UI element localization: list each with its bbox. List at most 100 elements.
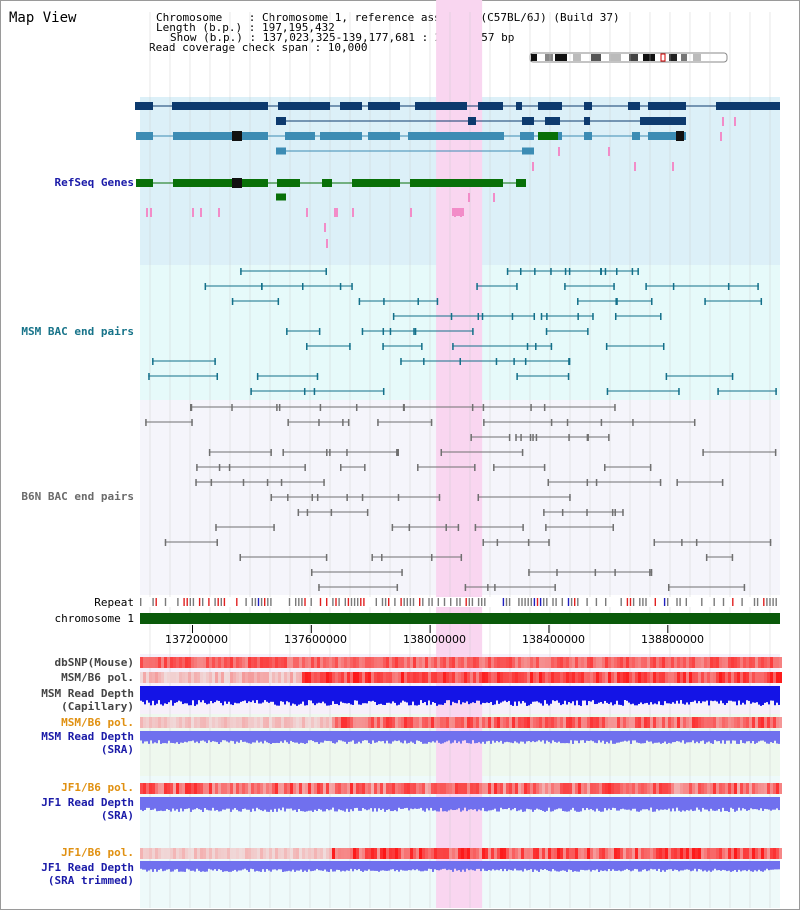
msm-depth-sra-bar [258,731,260,743]
jf1-pol2-cell [740,848,743,859]
jf1-depth-trim-bar [632,861,634,871]
repeat-mark [642,598,644,606]
b6n-bac-pair-end [614,569,616,576]
jf1-pol2-cell [296,848,299,859]
msm-pol-cell [356,672,359,683]
jf1-depth-sra-bar [778,797,780,811]
jf1-depth-trim-bar [504,861,506,869]
msm-pol2-cell [641,717,644,728]
dbsnp-cell [692,657,695,668]
b6n-bac-pair-end [329,449,331,456]
refseq-marker [324,223,326,232]
jf1-pol-cell [584,783,587,794]
msm-depth-sra-bar [676,731,678,742]
msm-pol2-cell [620,717,623,728]
msm-pol-cell [257,672,260,683]
dbsnp-cell [392,657,395,668]
msm-depth-cap-bar [484,686,486,704]
msm-depth-cap-bar [702,686,704,702]
jf1-depth-trim-bar [342,861,344,871]
dbsnp-cell [710,657,713,668]
jf1-pol2-cell [695,848,698,859]
repeat-mark [140,598,142,606]
jf1-pol-cell [254,783,257,794]
jf1-depth-sra-bar [356,797,358,808]
dbsnp-cell [500,657,503,668]
jf1-depth-sra-bar [308,797,310,811]
gene-exon [135,102,153,110]
repeat-mark [605,598,607,606]
msm-depth-sra-bar [600,731,602,743]
msm-depth-sra-bar [608,731,610,744]
msm-depth-cap-bar [614,686,616,705]
refseq-marker [334,208,336,217]
jf1-pol-cell [455,783,458,794]
jf1-depth-trim-bar [352,861,354,872]
msm-pol-cell [191,672,194,683]
msm-pol-cell [515,672,518,683]
msm-pol-cell [599,672,602,683]
jf1-depth-trim-bar [430,861,432,870]
msm-depth-cap-bar [404,686,406,702]
jf1-depth-trim-bar [570,861,572,871]
msm-depth-cap-bar [290,686,292,706]
dbsnp-cell [503,657,506,668]
msm-pol-cell [344,672,347,683]
msm-pol2-cell [284,717,287,728]
jf1-pol-cell [449,783,452,794]
dbsnp-cell [167,657,170,668]
msm-depth-cap-bar [686,686,688,703]
msm-depth-cap-bar [148,686,150,703]
msm-pol2-cell [359,717,362,728]
jf1-pol-cell [614,783,617,794]
dbsnp-cell [686,657,689,668]
dbsnp-cell [200,657,203,668]
msm-depth-cap-bar [496,686,498,701]
msm-pol-cell [317,672,320,683]
b6n-bac-pair-end [705,554,708,561]
refseq-marker [200,208,202,217]
jf1-pol2-cell [314,848,317,859]
jf1-depth-sra-bar [472,797,474,810]
jf1-depth-sra-bar [626,797,628,810]
jf1-depth-sra-bar [266,797,268,812]
jf1-depth-trim-bar [374,861,376,871]
jf1-depth-sra-bar [570,797,572,810]
dbsnp-cell [485,657,488,668]
msm-depth-cap-bar [446,686,448,701]
b6n-bac-pair-end [614,509,616,516]
dbsnp-cell [704,657,707,668]
msm-depth-sra-bar [316,731,318,743]
msm-depth-sra-bar [192,731,194,741]
msm-depth-cap-bar [680,686,682,701]
msm-pol2-cell [461,717,464,728]
msm-pol2-cell [518,717,521,728]
jf1-depth-trim-bar [728,861,730,871]
b6n-bac-pair-end [396,449,398,456]
dbsnp-cell [329,657,332,668]
dbsnp-cell [725,657,728,668]
msm-depth-sra-bar [266,731,268,743]
msm-pol-cell [773,672,776,683]
jf1-pol-cell [278,783,281,794]
repeat-mark [570,598,573,606]
jf1-depth-trim-bar [680,861,682,871]
msm-depth-cap-bar [582,686,584,701]
jf1-depth-trim-bar [392,861,394,870]
msm-pol-cell [521,672,524,683]
dbsnp-cell [776,657,779,668]
jf1-pol-cell [602,783,605,794]
dbsnp-cell [215,657,218,668]
msm-depth-sra-bar [538,731,540,741]
b6n-bac-pair-end [397,449,399,456]
jf1-depth-trim-bar [284,861,286,872]
msm-depth-cap-bar [352,686,354,705]
repeat-mark [220,598,222,606]
msm-depth-sra-bar [728,731,730,741]
repeat-mark [524,598,526,606]
msm-pol-cell [596,672,599,683]
msm-pol2-cell [584,717,587,728]
msm-depth-cap-bar [174,686,176,703]
msm-depth-sra-bar [422,731,424,744]
